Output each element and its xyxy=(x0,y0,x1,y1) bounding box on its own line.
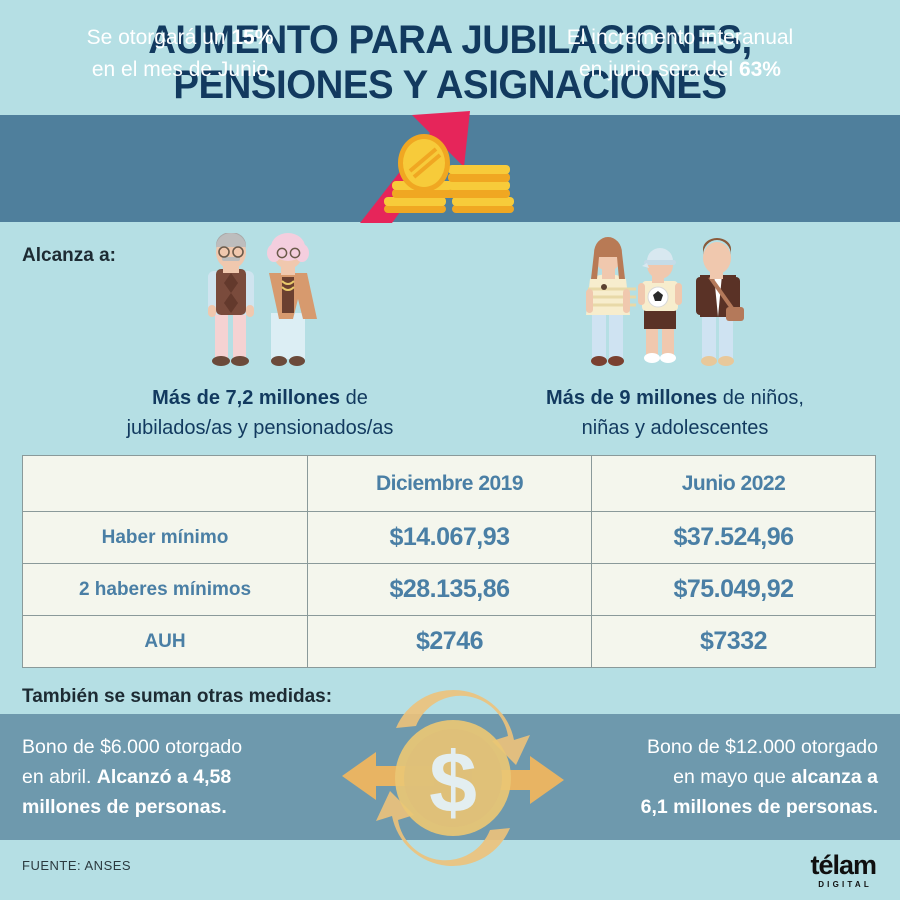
telam-wordmark: télam xyxy=(810,850,877,880)
cell-2-haberes-jun2022: $75.049,92 xyxy=(591,563,876,616)
caption-retirees-line-2: jubilados/as y pensionados/as xyxy=(126,417,394,439)
increase-value: 15% xyxy=(231,26,274,49)
cell-haber-minimo-dic2019: $14.067,93 xyxy=(307,511,592,564)
elderly-couple-icon xyxy=(208,233,317,366)
family-children-icon xyxy=(586,237,744,366)
interannual-pre: en junio sera del xyxy=(579,57,739,81)
interannual-line-1: El incremento interanual xyxy=(566,26,794,49)
bonus-may-reach-cont: 6,1 millones de personas. xyxy=(640,796,878,819)
row-label-auh: AUH xyxy=(22,615,308,668)
bonus-may-pre: en mayo que xyxy=(673,765,792,788)
children-count: Más de 9 millones xyxy=(546,387,718,409)
table-row: Haber mínimo $14.067,93 $37.524,96 xyxy=(22,511,876,564)
bonus-april-pre: en abril. xyxy=(22,765,97,788)
cell-haber-minimo-jun2022: $37.524,96 xyxy=(591,511,876,564)
title-line-2: PENSIONES Y ASIGNACIONES xyxy=(173,62,727,107)
bonus-april-line-2: en abril. Alcanzó a 4,58 xyxy=(22,762,332,792)
caption-children-line-1: Más de 9 millones de niños, xyxy=(470,383,880,413)
bonus-april-line-3: millones de personas. xyxy=(22,792,332,822)
caption-retirees: Más de 7,2 millones de jubilados/as y pe… xyxy=(40,383,480,443)
bonus-may-line-1: Bono de $12.000 otorgado xyxy=(647,735,878,758)
bonus-may-block: Bono de $12.000 otorgado en mayo que alc… xyxy=(565,714,878,840)
increase-pre: Se otorgará un xyxy=(86,26,232,49)
interannual-line-2: en junio sera del 63% xyxy=(579,54,781,86)
increase-line-1: Se otorgará un 15% xyxy=(87,22,274,54)
table-header-jun2022: Junio 2022 xyxy=(591,455,876,512)
bonus-may-line-2: en mayo que alcanza a xyxy=(565,762,878,792)
increase-percent-block: Se otorgará un 15% en el mes de Junio xyxy=(20,0,340,107)
retirees-rest: de xyxy=(340,387,368,409)
interannual-value: 63% xyxy=(738,57,781,81)
cell-auh-dic2019: $2746 xyxy=(307,615,592,668)
caption-retirees-line-1: Más de 7,2 millones de xyxy=(40,383,480,413)
table-row: 2 haberes mínimos $28.135,86 $75.049,92 xyxy=(22,563,876,616)
children-rest: de niños, xyxy=(717,387,804,409)
reach-label: Alcanza a: xyxy=(22,245,116,266)
measures-label: También se suman otras medidas: xyxy=(22,686,333,707)
bonus-april-reach-cont: millones de personas. xyxy=(22,796,227,819)
source-label: FUENTE: ANSES xyxy=(22,858,132,873)
benefits-table: Diciembre 2019 Junio 2022 Haber mínimo $… xyxy=(22,455,876,668)
table-header-dic2019: Diciembre 2019 xyxy=(307,455,592,512)
bonus-april-block: Bono de $6.000 otorgado en abril. Alcanz… xyxy=(22,714,332,840)
rising-arrow-with-coins-icon xyxy=(360,111,514,223)
cell-2-haberes-dic2019: $28.135,86 xyxy=(307,563,592,616)
caption-children: Más de 9 millones de niños, niñas y adol… xyxy=(470,383,880,443)
caption-children-line-2: niñas y adolescentes xyxy=(581,417,769,439)
table-row: AUH $2746 $7332 xyxy=(22,615,876,668)
telam-digital-label: DIGITAL xyxy=(818,880,872,889)
bonus-may-line-3: 6,1 millones de personas. xyxy=(565,792,878,822)
bonus-may-reach: alcanza a xyxy=(791,765,878,788)
bonus-april-reach: Alcanzó a 4,58 xyxy=(96,765,232,788)
table-header-row: Diciembre 2019 Junio 2022 xyxy=(22,455,876,512)
increase-line-2: en el mes de Junio xyxy=(91,57,269,81)
telam-logo: télam DIGITAL xyxy=(766,850,877,892)
row-label-2-haberes: 2 haberes mínimos xyxy=(22,563,308,616)
cell-auh-jun2022: $7332 xyxy=(591,615,876,668)
table-header-blank xyxy=(22,455,308,512)
retirees-count: Más de 7,2 millones xyxy=(152,387,341,409)
row-label-haber-minimo: Haber mínimo xyxy=(22,511,308,564)
page-title: AUMENTO PARA JUBILACIONES, PENSIONES Y A… xyxy=(0,18,900,108)
title-line-1: AUMENTO PARA JUBILACIONES, xyxy=(148,18,752,62)
interannual-block: El incremento interanual en junio sera d… xyxy=(470,0,890,107)
bonus-april-line-1: Bono de $6.000 otorgado xyxy=(22,735,243,758)
